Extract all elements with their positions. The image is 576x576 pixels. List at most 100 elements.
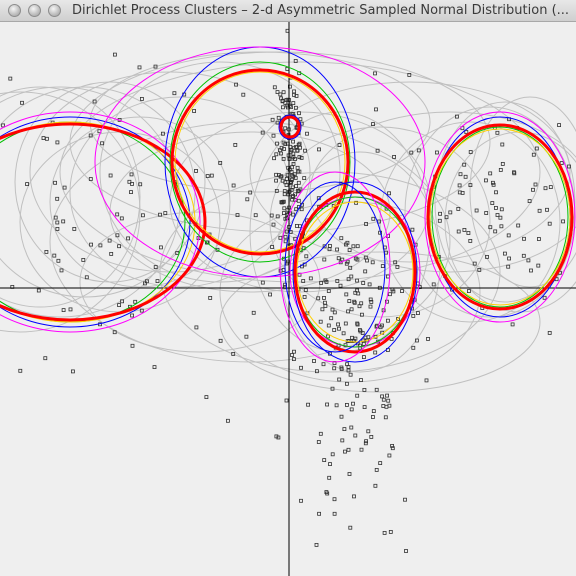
sample-point xyxy=(344,381,349,386)
sample-point xyxy=(404,549,408,553)
sample-point xyxy=(280,200,284,205)
sample-point xyxy=(284,176,289,181)
sample-point xyxy=(561,219,565,224)
sample-point xyxy=(332,328,337,332)
sample-point xyxy=(416,148,421,153)
sample-point xyxy=(426,336,430,341)
sample-point xyxy=(330,452,335,457)
sample-point xyxy=(88,133,93,138)
sample-point xyxy=(384,206,389,211)
sample-point xyxy=(414,338,419,343)
sample-point xyxy=(287,189,292,194)
sample-point xyxy=(282,206,287,211)
sample-point xyxy=(112,330,117,335)
sample-point xyxy=(506,233,511,238)
sample-point xyxy=(477,267,482,272)
sample-point xyxy=(285,67,290,71)
sample-point xyxy=(531,187,535,192)
sample-point xyxy=(490,180,495,185)
sample-point xyxy=(332,310,337,315)
sample-point xyxy=(415,311,420,316)
sample-point xyxy=(260,130,265,135)
sample-point xyxy=(353,336,358,341)
sample-point xyxy=(279,96,284,101)
sample-point xyxy=(292,89,297,94)
sample-point xyxy=(320,307,325,312)
sample-point xyxy=(287,167,292,172)
sample-point xyxy=(290,195,295,199)
sample-point xyxy=(364,439,369,444)
sample-point xyxy=(130,313,135,318)
sample-point xyxy=(350,335,354,340)
sample-point xyxy=(294,145,299,149)
sample-point xyxy=(344,402,349,407)
sample-point xyxy=(359,312,364,317)
cluster-model-circle xyxy=(278,114,302,140)
sample-point xyxy=(483,178,488,183)
sample-point xyxy=(493,205,498,210)
minimize-window-icon[interactable] xyxy=(28,4,41,17)
title-bar[interactable]: Dirichlet Process Clusters – 2-d Asymmet… xyxy=(0,0,576,22)
sample-point xyxy=(44,249,49,254)
window-title: Dirichlet Process Clusters – 2-d Asymmet… xyxy=(72,3,568,18)
sample-point xyxy=(349,425,354,430)
sample-point xyxy=(328,462,332,467)
sample-point xyxy=(374,387,379,392)
sample-point xyxy=(359,447,364,452)
sample-point xyxy=(296,180,301,185)
sample-point xyxy=(345,259,350,264)
sample-point xyxy=(155,279,160,284)
sample-point xyxy=(291,357,296,362)
sample-point xyxy=(322,458,327,463)
sample-point xyxy=(138,182,143,187)
sample-point xyxy=(371,409,376,414)
sample-point xyxy=(384,404,389,409)
sample-point xyxy=(382,530,387,535)
sample-point xyxy=(364,222,369,226)
sample-point xyxy=(462,162,467,167)
sample-point xyxy=(153,265,158,270)
sample-point xyxy=(68,307,73,312)
sample-point xyxy=(142,281,147,286)
sample-point xyxy=(547,330,552,335)
sample-point xyxy=(295,148,300,153)
sample-point xyxy=(346,447,351,452)
sample-point xyxy=(18,368,23,373)
sample-point xyxy=(411,345,416,350)
sample-point xyxy=(269,213,274,218)
sample-point xyxy=(537,208,542,213)
sampled-model-circle xyxy=(89,51,431,193)
zoom-window-icon[interactable] xyxy=(48,4,61,17)
sample-point xyxy=(464,130,469,134)
sample-point xyxy=(335,247,340,252)
sample-point xyxy=(383,415,388,420)
sample-point xyxy=(462,227,467,232)
close-window-icon[interactable] xyxy=(8,4,21,17)
sample-point xyxy=(25,182,30,187)
sample-point xyxy=(304,254,309,259)
sample-point xyxy=(55,196,60,201)
sample-point xyxy=(355,393,360,398)
sample-point xyxy=(392,154,397,159)
sample-point xyxy=(324,279,329,284)
sample-point xyxy=(353,256,358,261)
sample-point xyxy=(318,431,323,436)
sample-point xyxy=(410,227,415,232)
sample-point xyxy=(92,99,97,104)
sample-point xyxy=(275,120,280,125)
sample-point xyxy=(381,397,386,402)
sample-point xyxy=(371,216,376,221)
sample-point xyxy=(293,105,298,110)
sample-point xyxy=(175,251,180,255)
sample-point xyxy=(172,91,177,96)
sample-point xyxy=(349,407,354,412)
sample-point xyxy=(218,160,223,165)
sample-point xyxy=(130,343,135,348)
sample-point xyxy=(385,393,390,398)
sample-point xyxy=(248,190,253,195)
sample-point xyxy=(108,173,113,178)
sample-point xyxy=(460,190,465,195)
sample-point xyxy=(281,140,286,145)
sample-point xyxy=(205,174,210,179)
sample-point xyxy=(351,401,355,406)
